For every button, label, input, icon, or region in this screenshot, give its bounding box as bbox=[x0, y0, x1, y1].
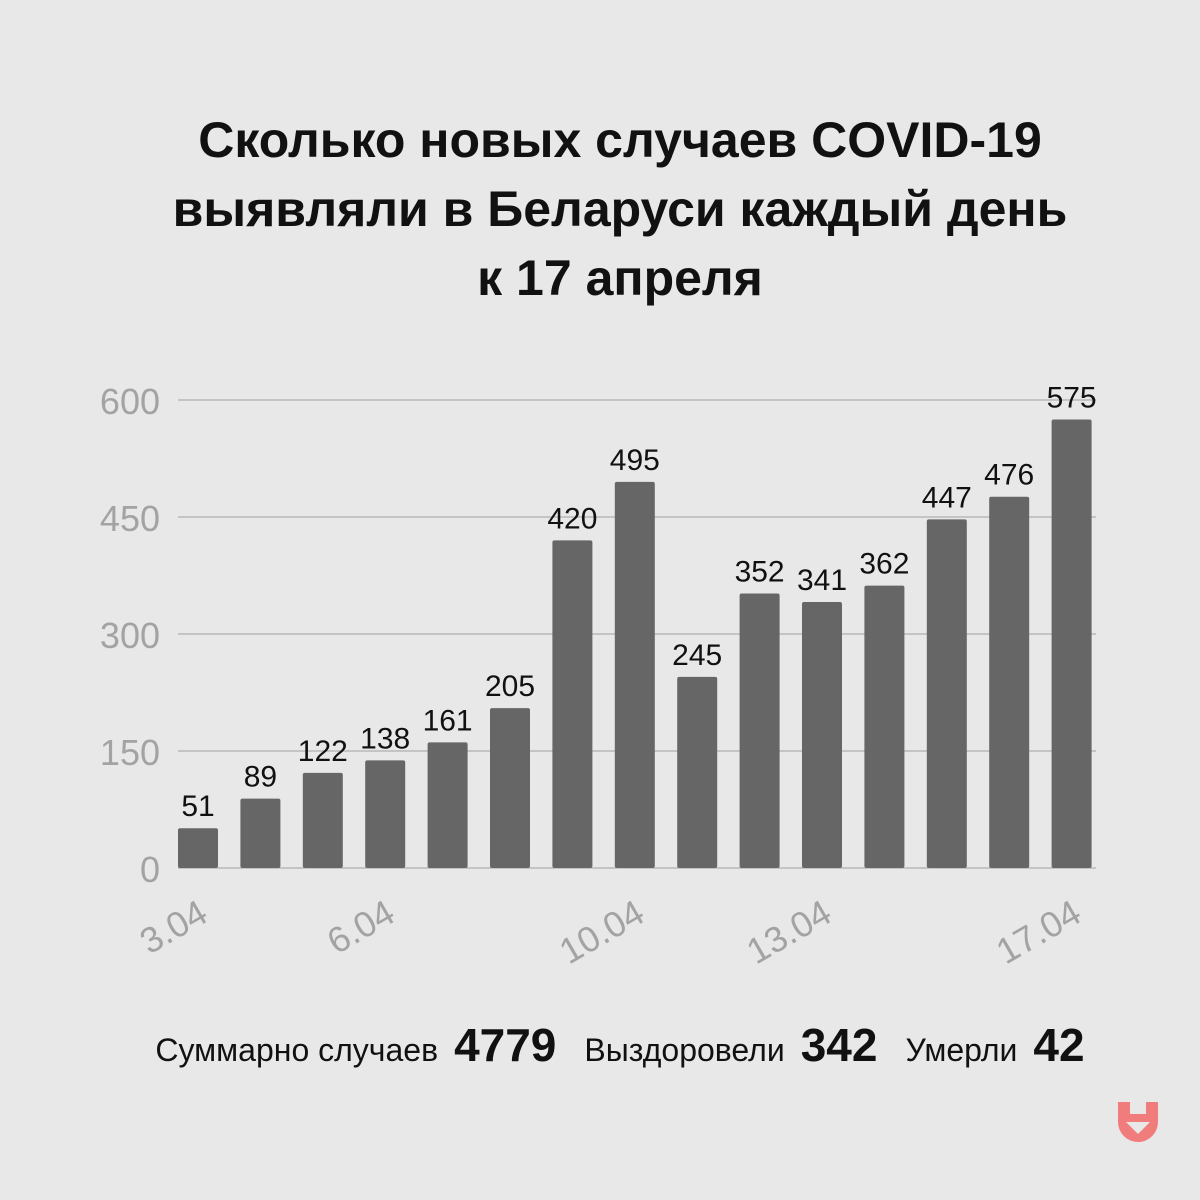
bar-value-label: 362 bbox=[859, 548, 909, 581]
x-tick-label: 6.04 bbox=[320, 891, 401, 962]
bar-value-label: 476 bbox=[984, 459, 1034, 492]
total-cases-label: Суммарно случаев bbox=[155, 1032, 439, 1068]
bar bbox=[739, 593, 780, 868]
bar bbox=[552, 540, 593, 868]
title-line-3: к 17 апреля bbox=[477, 250, 763, 306]
bar bbox=[614, 481, 655, 868]
bar-chart: 0 150 300 450 600 51 89 122 138 161 205 420 495 245 3… bbox=[100, 381, 1097, 972]
x-tick-label: 3.04 bbox=[133, 891, 214, 962]
bar bbox=[490, 708, 530, 868]
total-cases-value: 4779 bbox=[454, 1019, 557, 1071]
bar bbox=[302, 772, 343, 868]
bar-value-label: 205 bbox=[485, 670, 535, 703]
bar-value-label: 575 bbox=[1047, 382, 1097, 415]
recovered-value: 342 bbox=[800, 1019, 878, 1071]
y-tick-label: 450 bbox=[100, 498, 160, 539]
died-value: 42 bbox=[1033, 1019, 1085, 1071]
recovered-label: Выздоровели bbox=[584, 1032, 785, 1068]
y-tick-label: 150 bbox=[100, 732, 160, 773]
bar-value-label: 51 bbox=[181, 790, 214, 823]
bar bbox=[1051, 419, 1092, 868]
bar bbox=[240, 798, 281, 868]
x-tick-label: 13.04 bbox=[739, 891, 838, 972]
bar-value-label: 245 bbox=[672, 639, 722, 672]
x-axis-ticks: 3.04 6.04 10.04 13.04 17.04 bbox=[133, 891, 1088, 972]
bar bbox=[864, 585, 905, 868]
data-labels: 51 89 122 138 161 205 420 495 245 352 341 362 447 476… bbox=[181, 382, 1096, 824]
y-tick-label: 300 bbox=[100, 615, 160, 656]
x-tick-label: 17.04 bbox=[989, 891, 1088, 972]
y-axis-ticks: 0 150 300 450 600 bbox=[100, 381, 160, 890]
bar-value-label: 341 bbox=[797, 564, 847, 597]
bar bbox=[677, 676, 718, 868]
bar-value-label: 161 bbox=[423, 704, 473, 737]
died-label: Умерли bbox=[905, 1032, 1018, 1068]
bar-value-label: 89 bbox=[244, 761, 277, 794]
bar-value-label: 495 bbox=[610, 444, 660, 477]
title-line-1: Сколько новых случаев COVID-19 bbox=[198, 112, 1042, 168]
x-tick-label: 10.04 bbox=[552, 891, 651, 972]
bar bbox=[802, 602, 842, 868]
y-tick-label: 600 bbox=[100, 381, 160, 422]
bar-value-label: 138 bbox=[360, 722, 410, 755]
arrow-down-logo-icon bbox=[1118, 1102, 1158, 1142]
bar-value-label: 122 bbox=[298, 735, 348, 768]
bar-value-label: 447 bbox=[922, 481, 972, 514]
y-tick-label: 0 bbox=[140, 849, 160, 890]
bar bbox=[178, 828, 218, 868]
bars bbox=[178, 419, 1092, 868]
bar bbox=[989, 496, 1030, 868]
bar-value-label: 352 bbox=[735, 555, 785, 588]
summary-row: Суммарно случаев 4779 Выздоровели 342 Ум… bbox=[0, 1018, 1200, 1072]
chart-title: Сколько новых случаев COVID-19 выявляли … bbox=[0, 106, 1200, 313]
bar-value-label: 420 bbox=[547, 502, 597, 535]
title-line-2: выявляли в Беларуси каждый день bbox=[172, 181, 1068, 237]
bar bbox=[926, 519, 967, 868]
bar bbox=[365, 760, 406, 868]
bar bbox=[427, 742, 468, 868]
